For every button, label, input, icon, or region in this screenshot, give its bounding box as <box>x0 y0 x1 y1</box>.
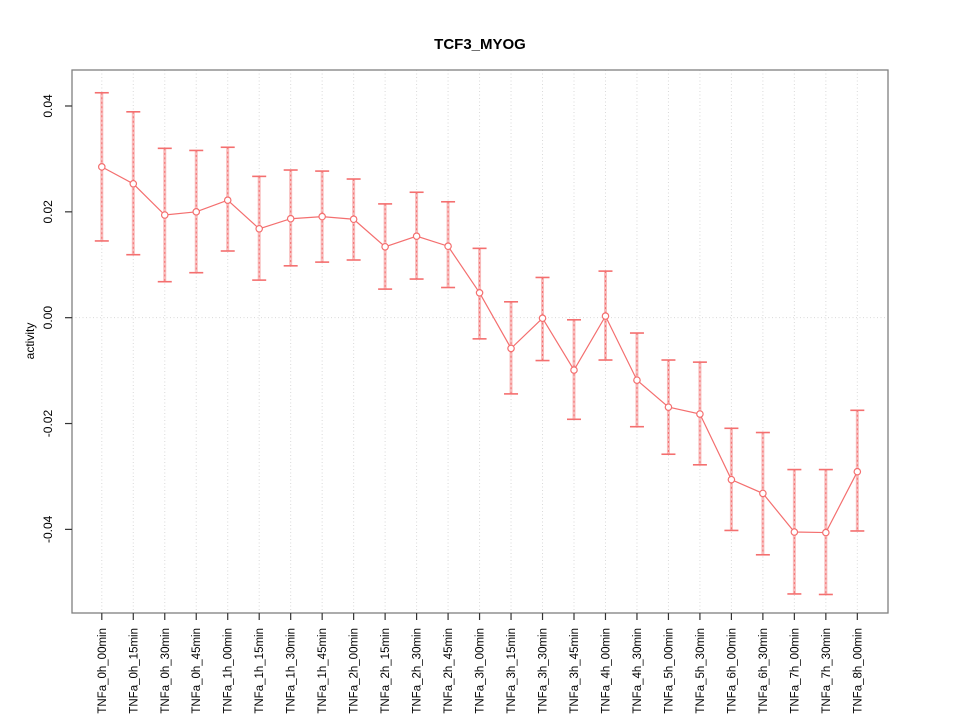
data-point <box>349 215 358 224</box>
x-tick-label: TNFa_5h_00min <box>663 628 675 714</box>
x-tick-label: TNFa_7h_30min <box>821 628 833 714</box>
y-tick-label: -0.02 <box>41 410 55 438</box>
data-point <box>98 163 106 171</box>
y-tick-label: 0.00 <box>41 306 55 330</box>
data-point <box>570 366 578 374</box>
x-tick-label: TNFa_3h_45min <box>569 628 581 714</box>
data-point <box>192 208 201 216</box>
x-tick-label: TNFa_5h_30min <box>695 628 707 714</box>
x-tick-label: TNFa_1h_15min <box>254 628 266 714</box>
x-axis: TNFa_0h_00min TNFa_0h_15min TNFa_0h_30min T… <box>97 613 864 714</box>
data-point <box>381 242 389 251</box>
x-tick-label: TNFa_4h_30min <box>632 628 644 714</box>
data-point <box>822 528 830 537</box>
series-polyline <box>101 166 858 534</box>
y-tick-label: 0.02 <box>41 200 55 224</box>
x-tick-label: TNFa_3h_15min <box>506 628 518 714</box>
x-tick-label: TNFa_0h_30min <box>160 628 172 714</box>
data-point <box>160 211 169 219</box>
x-tick-label: TNFa_2h_00min <box>349 628 361 714</box>
x-tick-label: TNFa_0h_45min <box>191 628 203 714</box>
x-tick-label: TNFa_1h_00min <box>223 628 235 714</box>
data-points <box>98 163 862 537</box>
data-point <box>475 289 484 297</box>
data-point <box>538 314 547 323</box>
data-point <box>727 475 736 484</box>
data-point <box>759 489 767 498</box>
x-tick-label: TNFa_1h_30min <box>286 628 298 714</box>
chart-title: TCF3_MYOG <box>434 36 526 53</box>
y-tick-label: 0.04 <box>41 94 55 118</box>
data-point <box>129 179 138 188</box>
data-point <box>601 312 610 320</box>
data-point <box>696 410 704 418</box>
x-tick-label: TNFa_2h_15min <box>380 628 392 714</box>
x-tick-label: TNFa_1h_45min <box>317 628 329 714</box>
data-point <box>412 232 421 240</box>
data-point <box>223 196 232 204</box>
data-point <box>318 212 326 221</box>
x-tick-label: TNFa_0h_15min <box>128 628 140 714</box>
series-line <box>101 166 858 534</box>
x-tick-label: TNFa_6h_30min <box>758 628 770 714</box>
x-tick-label: TNFa_7h_00min <box>789 628 801 714</box>
x-tick-label: TNFa_2h_45min <box>443 628 455 714</box>
data-point <box>790 528 799 536</box>
gridlines <box>72 70 888 613</box>
x-tick-label: TNFa_3h_00min <box>475 628 487 714</box>
data-point <box>507 344 515 353</box>
x-tick-label: TNFa_2h_30min <box>412 628 424 714</box>
x-tick-label: TNFa_8h_00min <box>852 628 864 714</box>
y-tick-label: -0.04 <box>41 515 55 543</box>
data-point <box>633 376 641 384</box>
data-point <box>853 467 862 476</box>
x-tick-label: TNFa_0h_00min <box>97 628 109 714</box>
x-tick-label: TNFa_3h_30min <box>538 628 550 714</box>
y-axis: 0.04 0.02 0.00 -0.02 -0.04 <box>41 94 72 543</box>
data-point <box>255 224 264 233</box>
data-point <box>286 214 295 223</box>
data-point <box>444 242 452 251</box>
x-tick-label: TNFa_6h_00min <box>726 628 738 714</box>
data-point <box>664 403 673 411</box>
x-tick-label: TNFa_4h_00min <box>600 628 612 714</box>
